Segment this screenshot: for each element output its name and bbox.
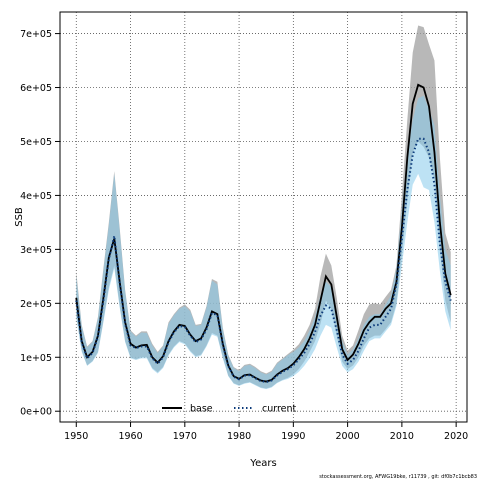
y-tick-label: 4e+05 <box>20 191 52 202</box>
y-axis-title: SSB <box>14 207 25 227</box>
y-tick-label: 0e+00 <box>20 407 52 418</box>
band-current <box>76 95 451 390</box>
y-tick-label: 6e+05 <box>20 83 52 94</box>
x-tick-label: 1980 <box>227 431 251 442</box>
x-tick-label: 2000 <box>336 431 360 442</box>
x-tick-label: 2010 <box>390 431 414 442</box>
y-tick-label: 3e+05 <box>20 245 52 256</box>
legend-label-current: current <box>262 404 297 415</box>
x-axis-title: Years <box>249 458 276 469</box>
x-tick-label: 1960 <box>118 431 142 442</box>
y-tick-label: 2e+05 <box>20 299 52 310</box>
band-base <box>76 25 451 389</box>
series-line-current <box>75 137 452 384</box>
series-lines <box>75 83 452 384</box>
plot-frame <box>59 11 468 423</box>
y-tick-label: 5e+05 <box>20 137 52 148</box>
y-tick-label: 1e+05 <box>20 353 52 364</box>
x-tick-label: 1970 <box>173 431 197 442</box>
legend: base current <box>162 404 297 415</box>
legend-label-base: base <box>190 404 213 415</box>
x-tick-label: 1950 <box>64 431 88 442</box>
axes: 1950 1960 1970 1980 1990 2000 2010 2020 0e+00 1e+… <box>20 29 468 442</box>
footnote: stockassessment.org, AFWG19bke, r11739 ,… <box>319 474 477 480</box>
x-tick-label: 1990 <box>281 431 305 442</box>
confidence-bands <box>76 25 451 390</box>
y-tick-label: 7e+05 <box>20 29 52 40</box>
x-tick-label: 2020 <box>444 431 468 442</box>
